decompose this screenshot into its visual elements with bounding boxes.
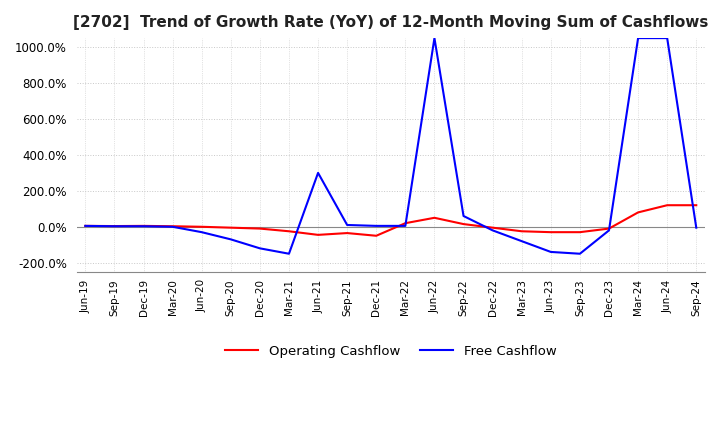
Title: [2702]  Trend of Growth Rate (YoY) of 12-Month Moving Sum of Cashflows: [2702] Trend of Growth Rate (YoY) of 12-… [73, 15, 708, 30]
Operating Cashflow [168, 224, 177, 229]
Operating Cashflow [575, 230, 584, 235]
Free Cashflow [227, 237, 235, 242]
Free Cashflow [256, 246, 264, 251]
Operating Cashflow [430, 215, 438, 220]
Operating Cashflow [256, 226, 264, 231]
Free Cashflow [488, 228, 497, 233]
Free Cashflow [459, 213, 468, 219]
Free Cashflow [692, 225, 701, 230]
Operating Cashflow [81, 223, 90, 228]
Free Cashflow [605, 228, 613, 233]
Operating Cashflow [518, 229, 526, 234]
Operating Cashflow [197, 224, 206, 229]
Free Cashflow [197, 230, 206, 235]
Line: Free Cashflow: Free Cashflow [86, 38, 696, 254]
Legend: Operating Cashflow, Free Cashflow: Operating Cashflow, Free Cashflow [220, 340, 562, 363]
Operating Cashflow [372, 233, 381, 238]
Free Cashflow [168, 224, 177, 229]
Operating Cashflow [605, 226, 613, 231]
Free Cashflow [314, 170, 323, 176]
Operating Cashflow [634, 210, 642, 215]
Operating Cashflow [227, 225, 235, 230]
Free Cashflow [663, 36, 672, 41]
Operating Cashflow [663, 202, 672, 208]
Free Cashflow [518, 238, 526, 244]
Free Cashflow [81, 223, 90, 228]
Free Cashflow [284, 251, 293, 257]
Operating Cashflow [692, 202, 701, 208]
Free Cashflow [110, 224, 119, 229]
Operating Cashflow [343, 231, 351, 236]
Free Cashflow [546, 249, 555, 255]
Free Cashflow [372, 223, 381, 228]
Free Cashflow [343, 222, 351, 227]
Operating Cashflow [401, 220, 410, 226]
Free Cashflow [401, 223, 410, 228]
Free Cashflow [575, 251, 584, 257]
Operating Cashflow [314, 232, 323, 238]
Operating Cashflow [546, 230, 555, 235]
Line: Operating Cashflow: Operating Cashflow [86, 205, 696, 236]
Operating Cashflow [488, 225, 497, 230]
Operating Cashflow [110, 224, 119, 229]
Operating Cashflow [139, 223, 148, 228]
Free Cashflow [430, 36, 438, 41]
Operating Cashflow [284, 229, 293, 234]
Free Cashflow [139, 224, 148, 229]
Operating Cashflow [459, 221, 468, 227]
Free Cashflow [634, 36, 642, 41]
